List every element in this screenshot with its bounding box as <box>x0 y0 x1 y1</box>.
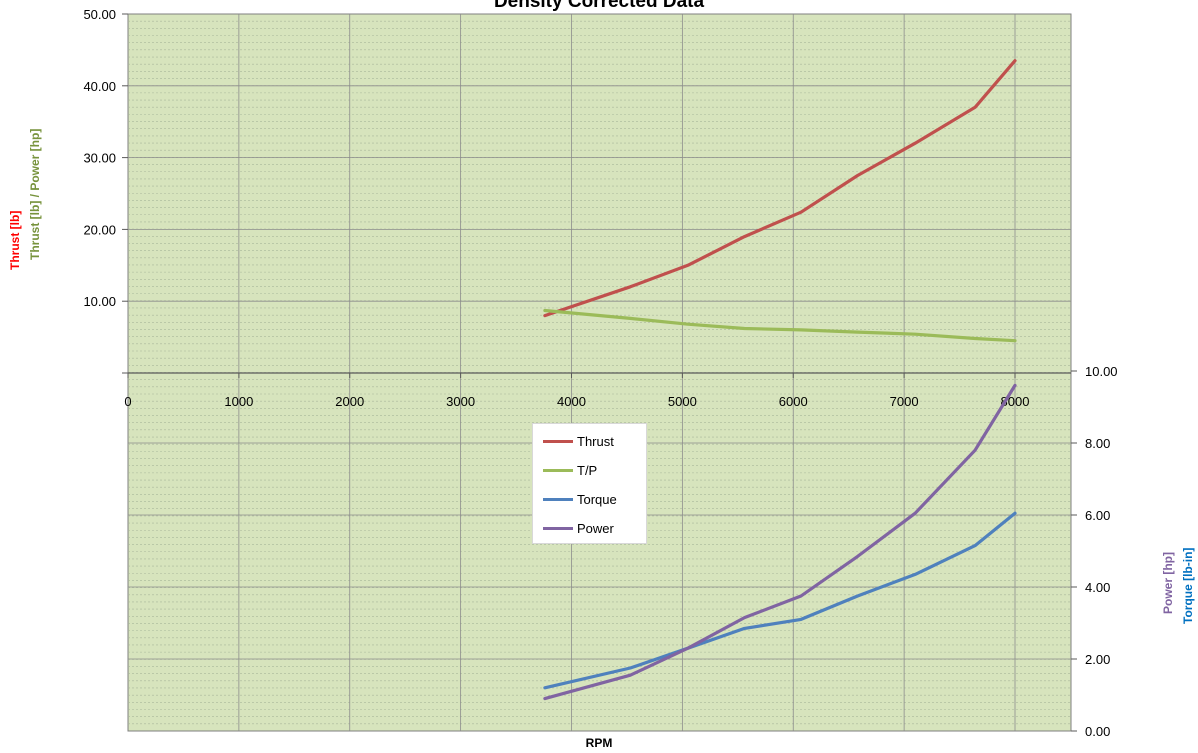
y-tick-label-right: 8.00 <box>1085 436 1110 451</box>
x-tick-label: 0 <box>124 394 131 409</box>
x-tick-label: 2000 <box>335 394 364 409</box>
x-tick-label: 4000 <box>557 394 586 409</box>
y-tick-label-left: 20.00 <box>83 222 116 237</box>
legend-item-torque: Torque <box>543 489 617 509</box>
chart-title: Density Corrected Data <box>493 0 705 12</box>
y-axis-title-power: Power [hp] <box>1161 552 1175 614</box>
series-line-torque <box>543 511 1017 690</box>
y-tick-label-right: 4.00 <box>1085 580 1110 595</box>
legend-label-power: Power <box>577 520 614 536</box>
series-lines <box>543 59 1017 701</box>
legend-item-power: Power <box>543 518 614 538</box>
x-tick-label: 7000 <box>890 394 919 409</box>
series-line-power <box>543 383 1017 701</box>
x-tick-label: 1000 <box>224 394 253 409</box>
y-tick-label-left: 40.00 <box>83 79 116 94</box>
tick-labels: 10.00 20.00 30.00 40.00 50.00 0.00 2.00 4.00 6.0… <box>83 7 1117 739</box>
series-line-t-p <box>543 308 1017 343</box>
x-tick-label: 3000 <box>446 394 475 409</box>
legend-swatch-thrust <box>543 439 573 443</box>
y-axis-title-torque: Torque [lb-in] <box>1181 547 1195 624</box>
y-axis-title-thrust-per-power: Thrust [lb] / Power [hp] <box>28 128 42 260</box>
axes <box>122 13 1077 732</box>
legend-label-thrust: Thrust <box>577 433 614 449</box>
grid-lines <box>128 14 1071 731</box>
y-tick-label-right: 6.00 <box>1085 508 1110 523</box>
y-tick-label-right: 10.00 <box>1085 364 1118 379</box>
y-axis-title-thrust: Thrust [lb] <box>8 210 22 270</box>
legend-swatch-torque <box>543 497 573 501</box>
y-tick-label-left: 30.00 <box>83 151 116 166</box>
legend-item-tp: T/P <box>543 460 597 480</box>
legend-label-tp: T/P <box>577 462 598 478</box>
legend-swatch-tp <box>543 468 573 472</box>
x-axis-title: RPM <box>585 736 613 750</box>
y-tick-label-right: 2.00 <box>1085 652 1110 667</box>
legend: Thrust T/P Torque Power <box>532 423 647 544</box>
y-tick-label-right: 0.00 <box>1085 724 1110 739</box>
y-tick-label-left: 50.00 <box>83 7 116 22</box>
legend-label-torque: Torque <box>577 491 617 507</box>
x-tick-label: 6000 <box>779 394 808 409</box>
legend-swatch-power <box>543 526 573 530</box>
x-tick-label: 5000 <box>668 394 697 409</box>
y-tick-label-left: 10.00 <box>83 294 116 309</box>
series-line-thrust <box>543 59 1017 318</box>
legend-item-thrust: Thrust <box>543 431 614 451</box>
